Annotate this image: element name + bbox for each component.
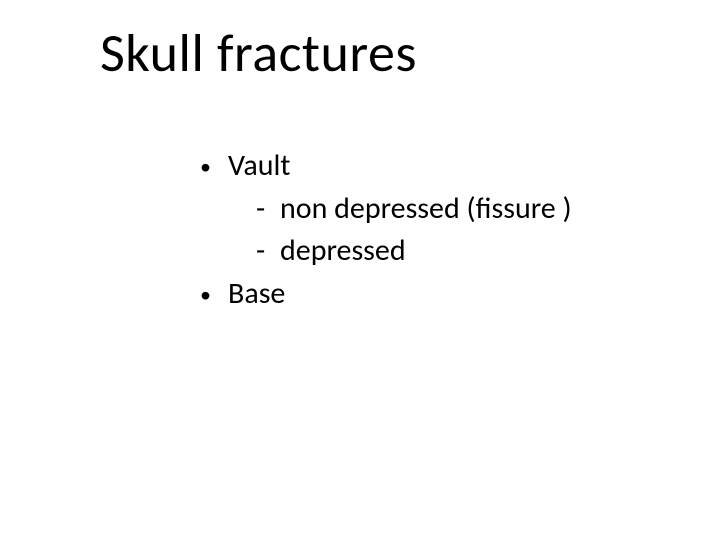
- sub-item-label: depressed: [274, 231, 660, 272]
- slide-content: • Vault - non depressed (fissure ) - dep…: [100, 146, 660, 314]
- bullet-icon: •: [200, 146, 228, 182]
- list-item: • Vault: [200, 146, 660, 187]
- sub-list-item: - non depressed (fissure ): [200, 189, 660, 230]
- dash-icon: -: [256, 189, 274, 230]
- sub-list-item: - depressed: [200, 231, 660, 272]
- item-label: Base: [228, 274, 660, 315]
- item-label: Vault: [228, 146, 660, 187]
- list-item: • Base: [200, 274, 660, 315]
- slide-container: Skull fractures • Vault - non depressed …: [0, 0, 720, 314]
- slide-title: Skull fractures: [100, 20, 660, 86]
- bullet-icon: •: [200, 274, 228, 310]
- dash-icon: -: [256, 231, 274, 272]
- sub-item-label: non depressed (fissure ): [274, 189, 660, 230]
